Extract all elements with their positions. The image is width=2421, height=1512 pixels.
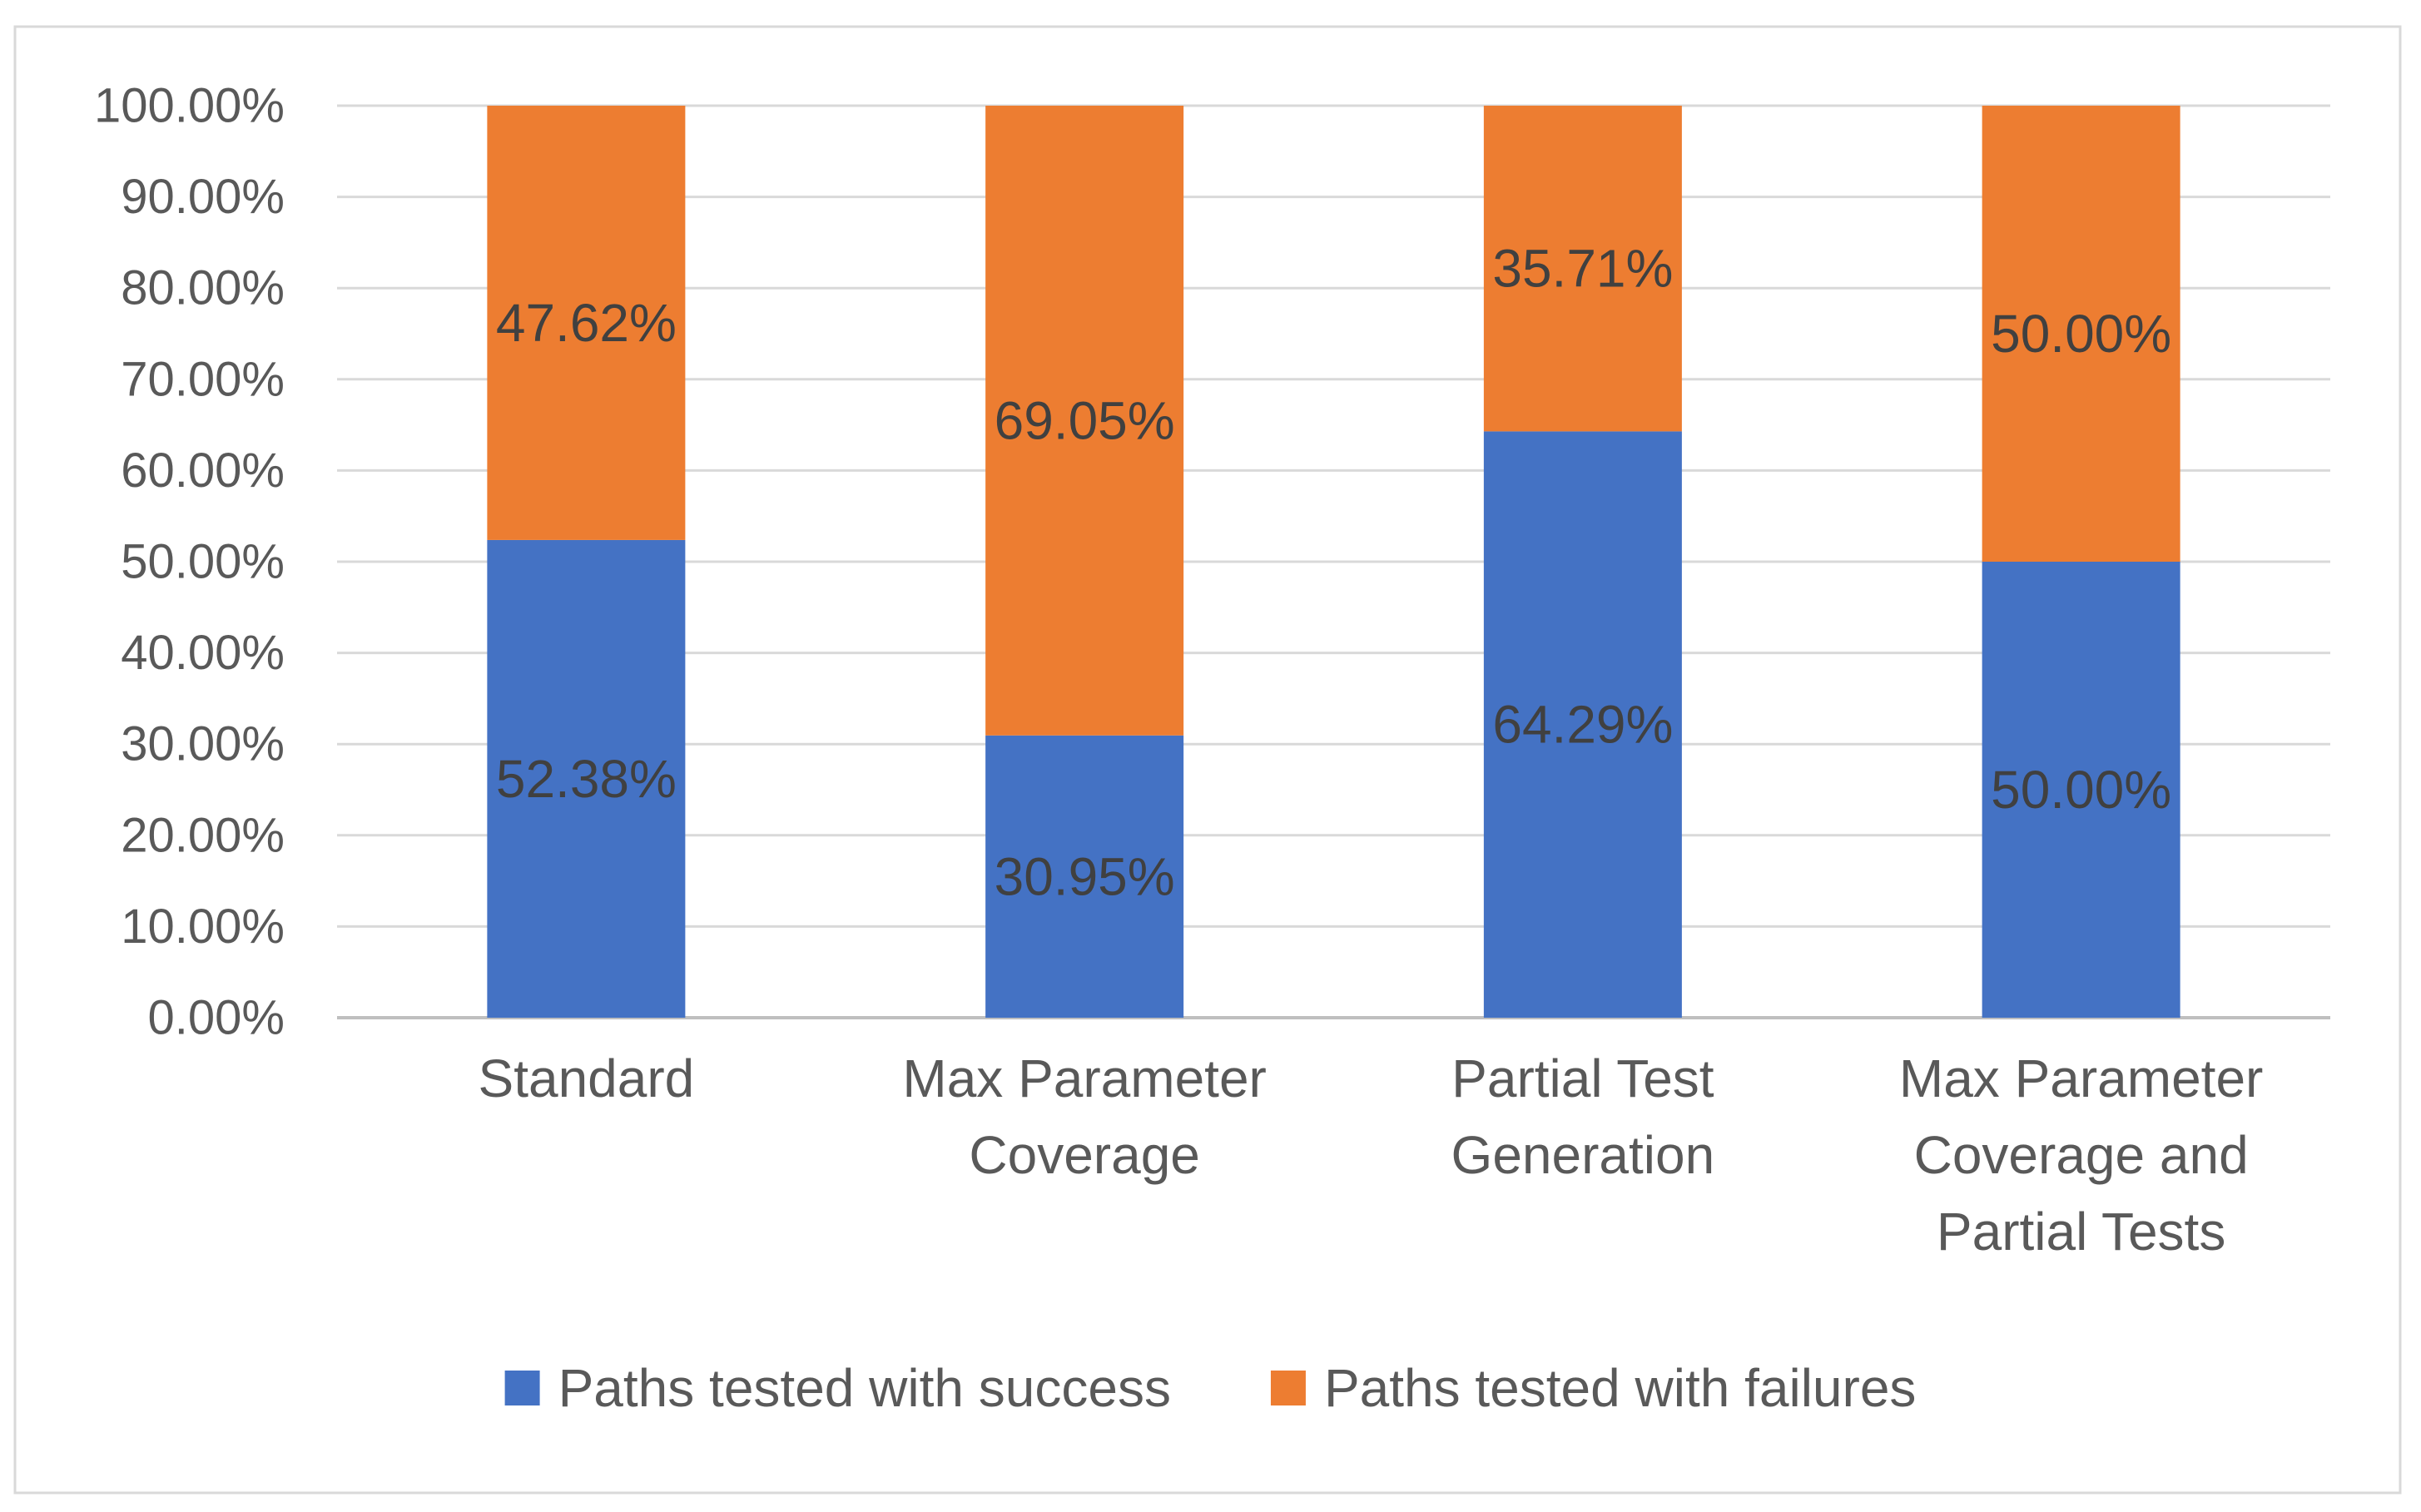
x-category-label-line: Partial Tests [1937,1202,2225,1262]
legend-swatch [1270,1371,1306,1405]
x-category-label: Max Parameter Coverage and Partial Tests [1899,1048,2263,1262]
x-category-label-line: Max Parameter [1899,1048,2263,1108]
x-category-label: Standard [479,1048,695,1108]
y-tick-label: 0.00% [148,991,285,1045]
x-category-label-line: Partial Test [1451,1048,1714,1108]
data-label: 52.38% [496,749,677,809]
bar-segment-success-1 [985,735,1184,1018]
y-tick-label: 50.00% [121,535,285,589]
y-tick-label: 60.00% [121,444,285,498]
bar-segment-failures-0 [487,106,686,540]
x-category-label-line: Coverage and [1914,1125,2249,1185]
data-label: 69.05% [995,390,1175,450]
data-label: 30.95% [995,846,1175,906]
legend-label: Paths tested with failures [1324,1358,1916,1418]
x-category-label-line: Coverage [969,1125,1200,1185]
y-tick-label: 30.00% [121,717,285,771]
bars [487,106,2180,1018]
bar-segment-failures-1 [985,106,1184,736]
bar-segment-failures-2 [1483,106,1682,432]
bar-segment-failures-3 [1982,106,2180,562]
data-label: 50.00% [1991,304,2171,364]
x-category-label: Max Parameter Coverage [902,1048,1266,1185]
y-tick-label: 80.00% [121,261,285,315]
data-label: 64.29% [1492,695,1673,755]
data-labels: 52.38% 47.62% 30.95% 69.05% 64.29% 35.71% 50.0… [496,239,2171,907]
y-tick-label: 40.00% [121,626,285,680]
x-category-label-line: Max Parameter [902,1048,1266,1108]
x-category-label-line: Standard [479,1048,695,1108]
bar-segment-success-2 [1483,431,1682,1018]
legend: Paths tested with success Paths tested wi… [504,1358,1916,1418]
legend-label: Paths tested with success [558,1358,1171,1418]
y-tick-label: 90.00% [121,170,285,224]
legend-swatch [504,1371,540,1405]
legend-item-failures: Paths tested with failures [1270,1358,1916,1418]
bar-segment-success-0 [487,539,686,1018]
y-tick-label: 20.00% [121,808,285,862]
x-category-label: Partial Test Generation [1451,1048,1715,1185]
data-label: 47.62% [496,293,677,353]
y-axis-tick-labels: 0.00% 10.00% 20.00% 30.00% 40.00% 50.00% 60.00… [94,79,285,1045]
data-label: 50.00% [1991,760,2171,820]
legend-item-success: Paths tested with success [504,1358,1171,1418]
y-tick-label: 10.00% [121,900,285,954]
y-tick-label: 70.00% [121,352,285,406]
bar-segment-success-3 [1982,562,2180,1018]
data-label: 35.71% [1492,239,1673,299]
x-axis-category-labels: Standard Max Parameter Coverage Partial Tes… [479,1048,2264,1262]
x-category-label-line: Generation [1451,1125,1715,1185]
y-tick-label: 100.00% [94,79,285,133]
